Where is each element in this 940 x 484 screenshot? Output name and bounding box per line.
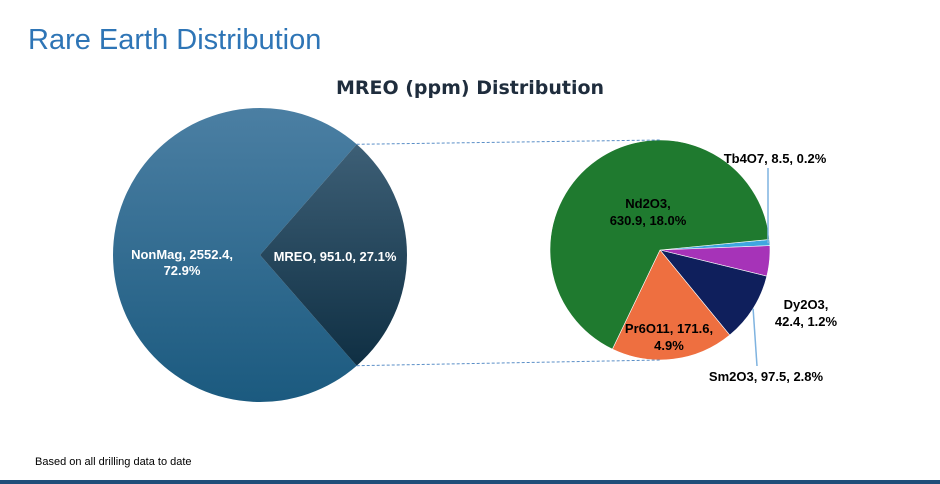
page-title: Rare Earth Distribution bbox=[28, 24, 322, 56]
dy2o3-label-line2: 42.4, 1.2% bbox=[775, 314, 838, 329]
chart-title: MREO (ppm) Distribution bbox=[335, 77, 605, 99]
leader-tb4o7 bbox=[767, 168, 770, 244]
nd2o3-label-line2: 630.9, 18.0% bbox=[610, 213, 687, 228]
slice-nonmag bbox=[113, 107, 357, 403]
mreo-label: MREO, 951.0, 27.1% bbox=[274, 249, 397, 264]
slice-sm2o3 bbox=[659, 249, 768, 336]
dy2o3-label-line1: Dy2O3, bbox=[784, 297, 829, 312]
slice-mreo bbox=[260, 144, 408, 366]
nonmag-label-line1: NonMag, 2552.4, bbox=[131, 247, 233, 262]
leader-lines bbox=[752, 168, 770, 367]
nd2o3-label-line1: Nd2O3, bbox=[625, 196, 671, 211]
footnote: Based on all drilling data to date bbox=[35, 456, 192, 468]
pr6o11-label-line2: 4.9% bbox=[654, 338, 684, 353]
sm2o3-label: Sm2O3, 97.5, 2.8% bbox=[709, 369, 824, 384]
left-pie bbox=[113, 107, 408, 403]
nonmag-label-line2: 72.9% bbox=[164, 263, 201, 278]
pr6o11-label-line1: Pr6O11, 171.6, bbox=[625, 321, 713, 336]
connector-bottom bbox=[356, 359, 661, 367]
tb4o7-label: Tb4O7, 8.5, 0.2% bbox=[724, 151, 827, 166]
connector-lines bbox=[356, 139, 661, 367]
bottom-rule bbox=[0, 480, 940, 484]
slice-pr6o11 bbox=[611, 249, 731, 361]
slice-nd2o3 bbox=[549, 139, 770, 350]
connector-top bbox=[356, 139, 661, 145]
leader-sm2o3 bbox=[752, 308, 758, 367]
right-pie bbox=[549, 139, 771, 361]
